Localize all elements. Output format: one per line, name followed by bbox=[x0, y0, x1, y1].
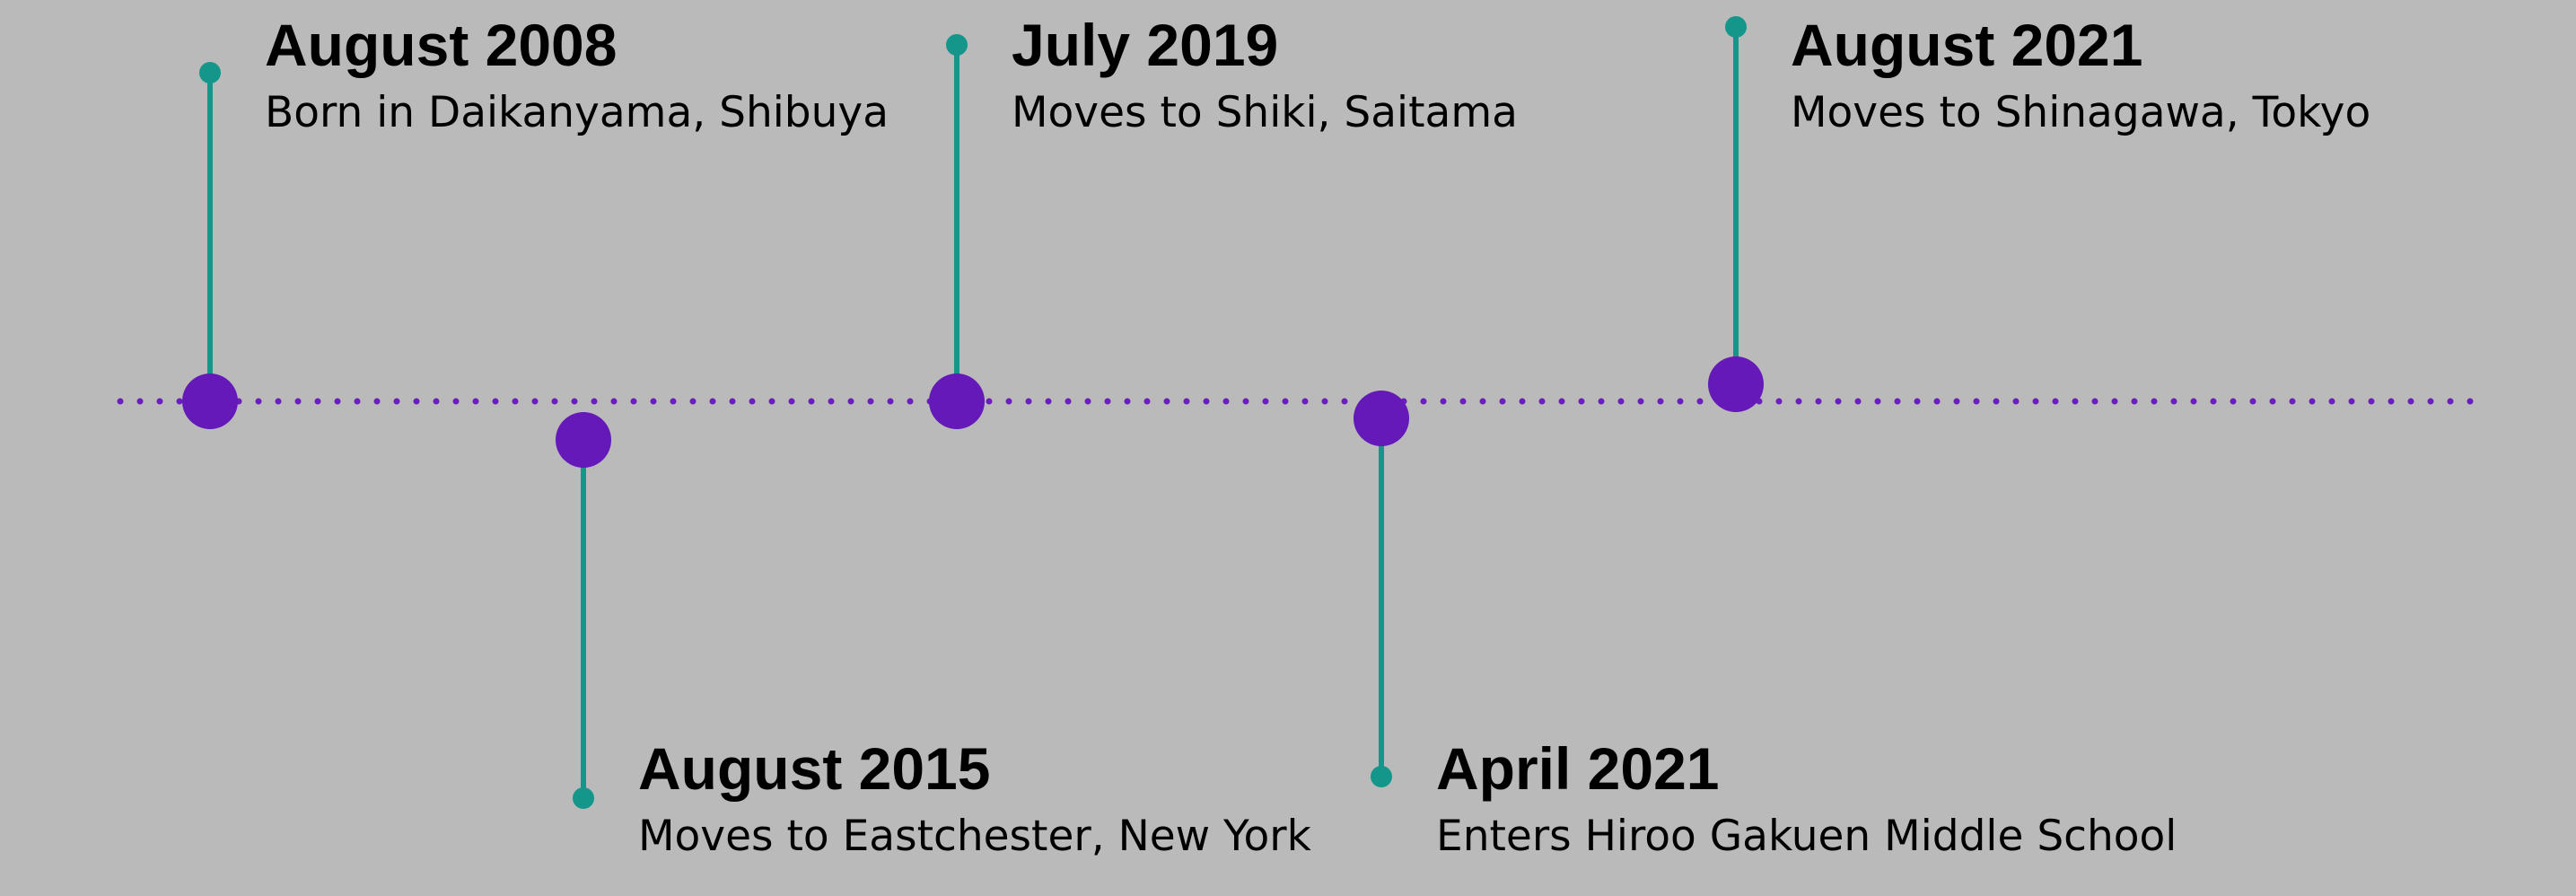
stem-end-dot-1 bbox=[199, 62, 221, 83]
event-date: July 2019 bbox=[1012, 12, 1279, 78]
event-date: August 2015 bbox=[638, 735, 991, 802]
event-description: Moves to Shiki, Saitama bbox=[1012, 88, 1518, 137]
timeline-node-1 bbox=[182, 373, 238, 429]
stem-end-dot-2 bbox=[573, 787, 594, 809]
event-description: Moves to Eastchester, New York bbox=[638, 812, 1311, 861]
stem-end-dot-4 bbox=[1371, 766, 1392, 787]
timeline-node-4 bbox=[1354, 391, 1409, 446]
event-april-2021: April 2021 Enters Hiroo Gakuen Middle Sc… bbox=[1436, 733, 2177, 864]
stem-end-dot-3 bbox=[946, 34, 968, 56]
event-august-2015: August 2015 Moves to Eastchester, New Yo… bbox=[638, 733, 1311, 864]
event-august-2008: August 2008 Born in Daikanyama, Shibuya bbox=[265, 9, 889, 140]
event-description: Enters Hiroo Gakuen Middle School bbox=[1436, 812, 2177, 861]
timeline-node-3 bbox=[929, 373, 985, 429]
event-july-2019: July 2019 Moves to Shiki, Saitama bbox=[1012, 9, 1518, 140]
event-august-2021: August 2021 Moves to Shinagawa, Tokyo bbox=[1791, 9, 2370, 140]
event-date: August 2008 bbox=[265, 12, 618, 78]
event-date: April 2021 bbox=[1436, 735, 1720, 802]
stem-end-dot-5 bbox=[1725, 16, 1747, 38]
event-description: Born in Daikanyama, Shibuya bbox=[265, 88, 889, 137]
timeline-node-2 bbox=[556, 412, 611, 468]
event-date: August 2021 bbox=[1791, 12, 2143, 78]
event-description: Moves to Shinagawa, Tokyo bbox=[1791, 88, 2371, 137]
timeline-node-5 bbox=[1708, 356, 1764, 412]
